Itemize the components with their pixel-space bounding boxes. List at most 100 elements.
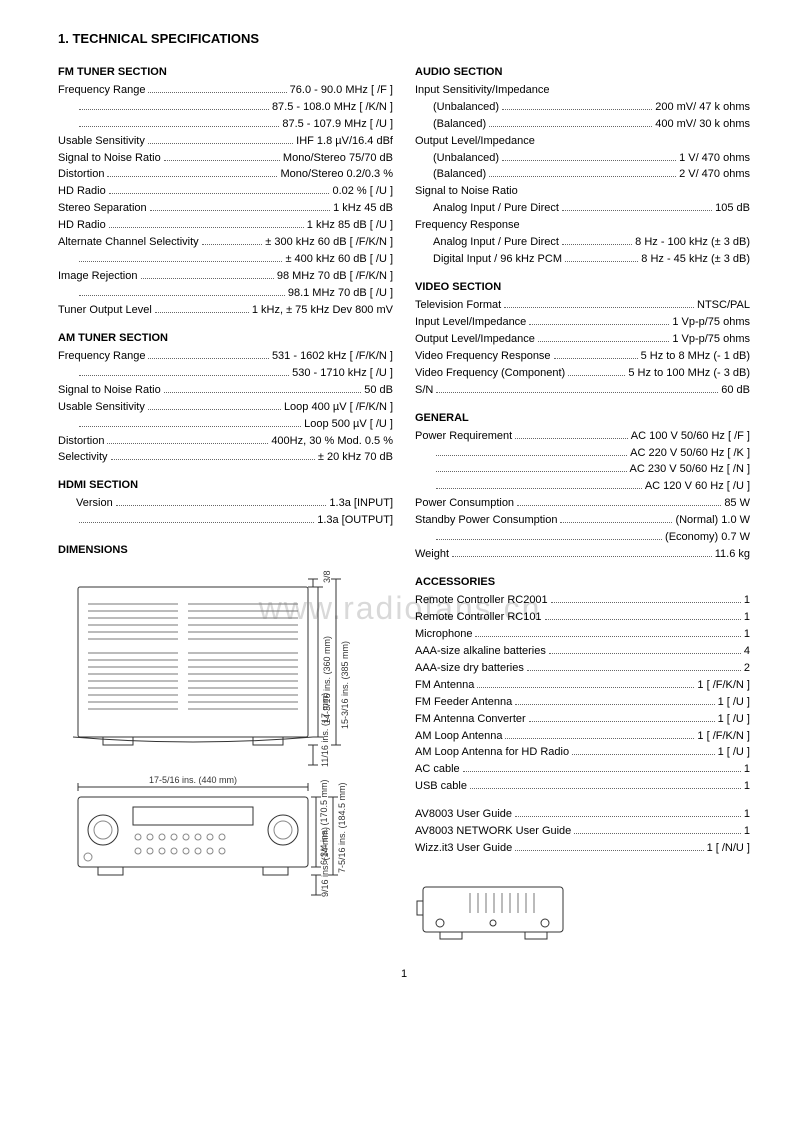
- spec-value: 1 kHz 45 dB: [333, 201, 393, 217]
- spec-line: FM Antenna Converter1 [ /U ]: [415, 712, 750, 728]
- spec-line: ± 400 kHz 60 dB [ /U ]: [58, 252, 393, 268]
- spec-label: S/N: [415, 383, 433, 399]
- spec-line: Alternate Channel Selectivity± 300 kHz 6…: [58, 235, 393, 251]
- leader-dots: [515, 429, 628, 439]
- spec-value: Mono/Stereo 0.2/0.3 %: [280, 167, 393, 183]
- leader-dots: [116, 496, 327, 506]
- spec-line: Version 1.3a [INPUT]: [58, 496, 393, 512]
- spec-label: (Unbalanced): [415, 100, 499, 116]
- spec-label: (Unbalanced): [415, 151, 499, 167]
- spec-value: (Economy) 0.7 W: [665, 530, 750, 546]
- spec-label: AM Loop Antenna for HD Radio: [415, 745, 569, 761]
- spec-label: AAA-size dry batteries: [415, 661, 524, 677]
- leader-dots: [489, 168, 676, 178]
- spec-value: 1: [744, 610, 750, 626]
- leader-dots: [515, 807, 741, 817]
- spec-line: AV8003 User Guide1: [415, 807, 750, 823]
- spec-line: Digital Input / 96 kHz PCM 8 Hz - 45 kHz …: [415, 252, 750, 268]
- spec-line: (Unbalanced) 1 V/ 470 ohms: [415, 151, 750, 167]
- leader-dots: [502, 100, 652, 110]
- spec-line: Selectivity± 20 kHz 70 dB: [58, 450, 393, 466]
- spec-line: Power Consumption85 W: [415, 496, 750, 512]
- leader-dots: [79, 286, 285, 296]
- spec-line: FM Feeder Antenna1 [ /U ]: [415, 695, 750, 711]
- spec-label: Analog Input / Pure Direct: [415, 235, 559, 251]
- spec-value: 105 dB: [715, 201, 750, 217]
- leader-dots: [565, 252, 638, 262]
- spec-line: Tuner Output Level1 kHz, ± 75 kHz Dev 80…: [58, 303, 393, 319]
- leader-dots: [549, 644, 741, 654]
- spec-value: 60 dB: [721, 383, 750, 399]
- leader-dots: [515, 841, 703, 851]
- audio-pre2: Output Level/Impedance: [415, 134, 750, 150]
- spec-value: AC 120 V 60 Hz [ /U ]: [645, 479, 750, 495]
- spec-value: 8 Hz - 45 kHz (± 3 dB): [641, 252, 750, 268]
- leader-dots: [545, 610, 741, 620]
- spec-value: 1 kHz 85 dB [ /U ]: [307, 218, 393, 234]
- spec-line: AC 220 V 50/60 Hz [ /K ]: [415, 446, 750, 462]
- fm-rows: Frequency Range76.0 - 90.0 MHz [ /F ] 87.…: [58, 83, 393, 319]
- audio-pre3: Signal to Noise Ratio: [415, 184, 750, 200]
- spec-value: 4: [744, 644, 750, 660]
- page-title: 1. TECHNICAL SPECIFICATIONS: [58, 30, 750, 49]
- leader-dots: [436, 480, 642, 490]
- spec-value: 98.1 MHz 70 dB [ /U ]: [288, 286, 393, 302]
- leader-dots: [141, 269, 274, 279]
- spec-label: Signal to Noise Ratio: [58, 383, 161, 399]
- spec-label: Usable Sensitivity: [58, 400, 145, 416]
- spec-label: Version: [58, 496, 113, 512]
- spec-value: 1 [ /F/K/N ]: [697, 729, 750, 745]
- spec-value: ± 20 kHz 70 dB: [318, 450, 393, 466]
- am-heading: AM TUNER SECTION: [58, 331, 393, 347]
- spec-line: 98.1 MHz 70 dB [ /U ]: [58, 286, 393, 302]
- spec-line: FM Antenna1 [ /F/K/N ]: [415, 678, 750, 694]
- spec-line: (Balanced)400 mV/ 30 k ohms: [415, 117, 750, 133]
- leader-dots: [79, 513, 314, 523]
- spec-line: Frequency Range76.0 - 90.0 MHz [ /F ]: [58, 83, 393, 99]
- leader-dots: [436, 383, 718, 393]
- audio-heading: AUDIO SECTION: [415, 65, 750, 81]
- dimensions-heading: DIMENSIONS: [58, 543, 393, 559]
- spec-value: 1: [744, 593, 750, 609]
- spec-label: HD Radio: [58, 184, 106, 200]
- spec-label: AAA-size alkaline batteries: [415, 644, 546, 660]
- leader-dots: [107, 434, 268, 444]
- spec-value: ± 400 kHz 60 dB [ /U ]: [285, 252, 393, 268]
- spec-line: Wizz.it3 User Guide1 [ /N/U ]: [415, 841, 750, 857]
- leader-dots: [562, 235, 632, 245]
- spec-line: Weight11.6 kg: [415, 547, 750, 563]
- spec-label: Image Rejection: [58, 269, 138, 285]
- spec-line: Video Frequency Response5 Hz to 8 MHz (-…: [415, 349, 750, 365]
- spec-label: AC cable: [415, 762, 460, 778]
- spec-value: 1: [744, 762, 750, 778]
- spec-label: Digital Input / 96 kHz PCM: [415, 252, 562, 268]
- spec-value: 5 Hz to 8 MHz (- 1 dB): [641, 349, 750, 365]
- spec-value: 1: [744, 807, 750, 823]
- spec-value: 1 V/ 470 ohms: [679, 151, 750, 167]
- spec-label: Weight: [415, 547, 449, 563]
- spec-line: AC 230 V 50/60 Hz [ /N ]: [415, 462, 750, 478]
- leader-dots: [560, 513, 672, 523]
- spec-label: Television Format: [415, 298, 501, 314]
- spec-line: HD Radio0.02 % [ /U ]: [58, 184, 393, 200]
- leader-dots: [150, 201, 330, 211]
- spec-value: Loop 500 µV [ /U ]: [304, 417, 393, 433]
- spec-value: 1 Vp-p/75 ohms: [672, 315, 750, 331]
- hdmi-heading: HDMI SECTION: [58, 478, 393, 494]
- leader-dots: [148, 83, 286, 93]
- spec-value: 1.3a [INPUT]: [329, 496, 393, 512]
- leader-dots: [551, 593, 741, 603]
- spec-label: FM Feeder Antenna: [415, 695, 512, 711]
- dimension-diagrams: 3/8 ins. (8 mm) 14-3/16 ins. (360 mm) 15…: [58, 569, 393, 905]
- spec-line: (Unbalanced)200 mV/ 47 k ohms: [415, 100, 750, 116]
- leader-dots: [538, 332, 669, 342]
- spec-value: 530 - 1710 kHz [ /U ]: [292, 366, 393, 382]
- spec-label: Signal to Noise Ratio: [58, 151, 161, 167]
- spec-line: Remote Controller RC20011: [415, 593, 750, 609]
- spec-line: DistortionMono/Stereo 0.2/0.3 %: [58, 167, 393, 183]
- leader-dots: [202, 235, 263, 245]
- svg-text:9/16 ins. (14 mm): 9/16 ins. (14 mm): [320, 827, 330, 897]
- spec-line: 87.5 - 107.9 MHz [ /U ]: [58, 117, 393, 133]
- spec-line: AM Loop Antenna for HD Radio1 [ /U ]: [415, 745, 750, 761]
- leader-dots: [470, 779, 741, 789]
